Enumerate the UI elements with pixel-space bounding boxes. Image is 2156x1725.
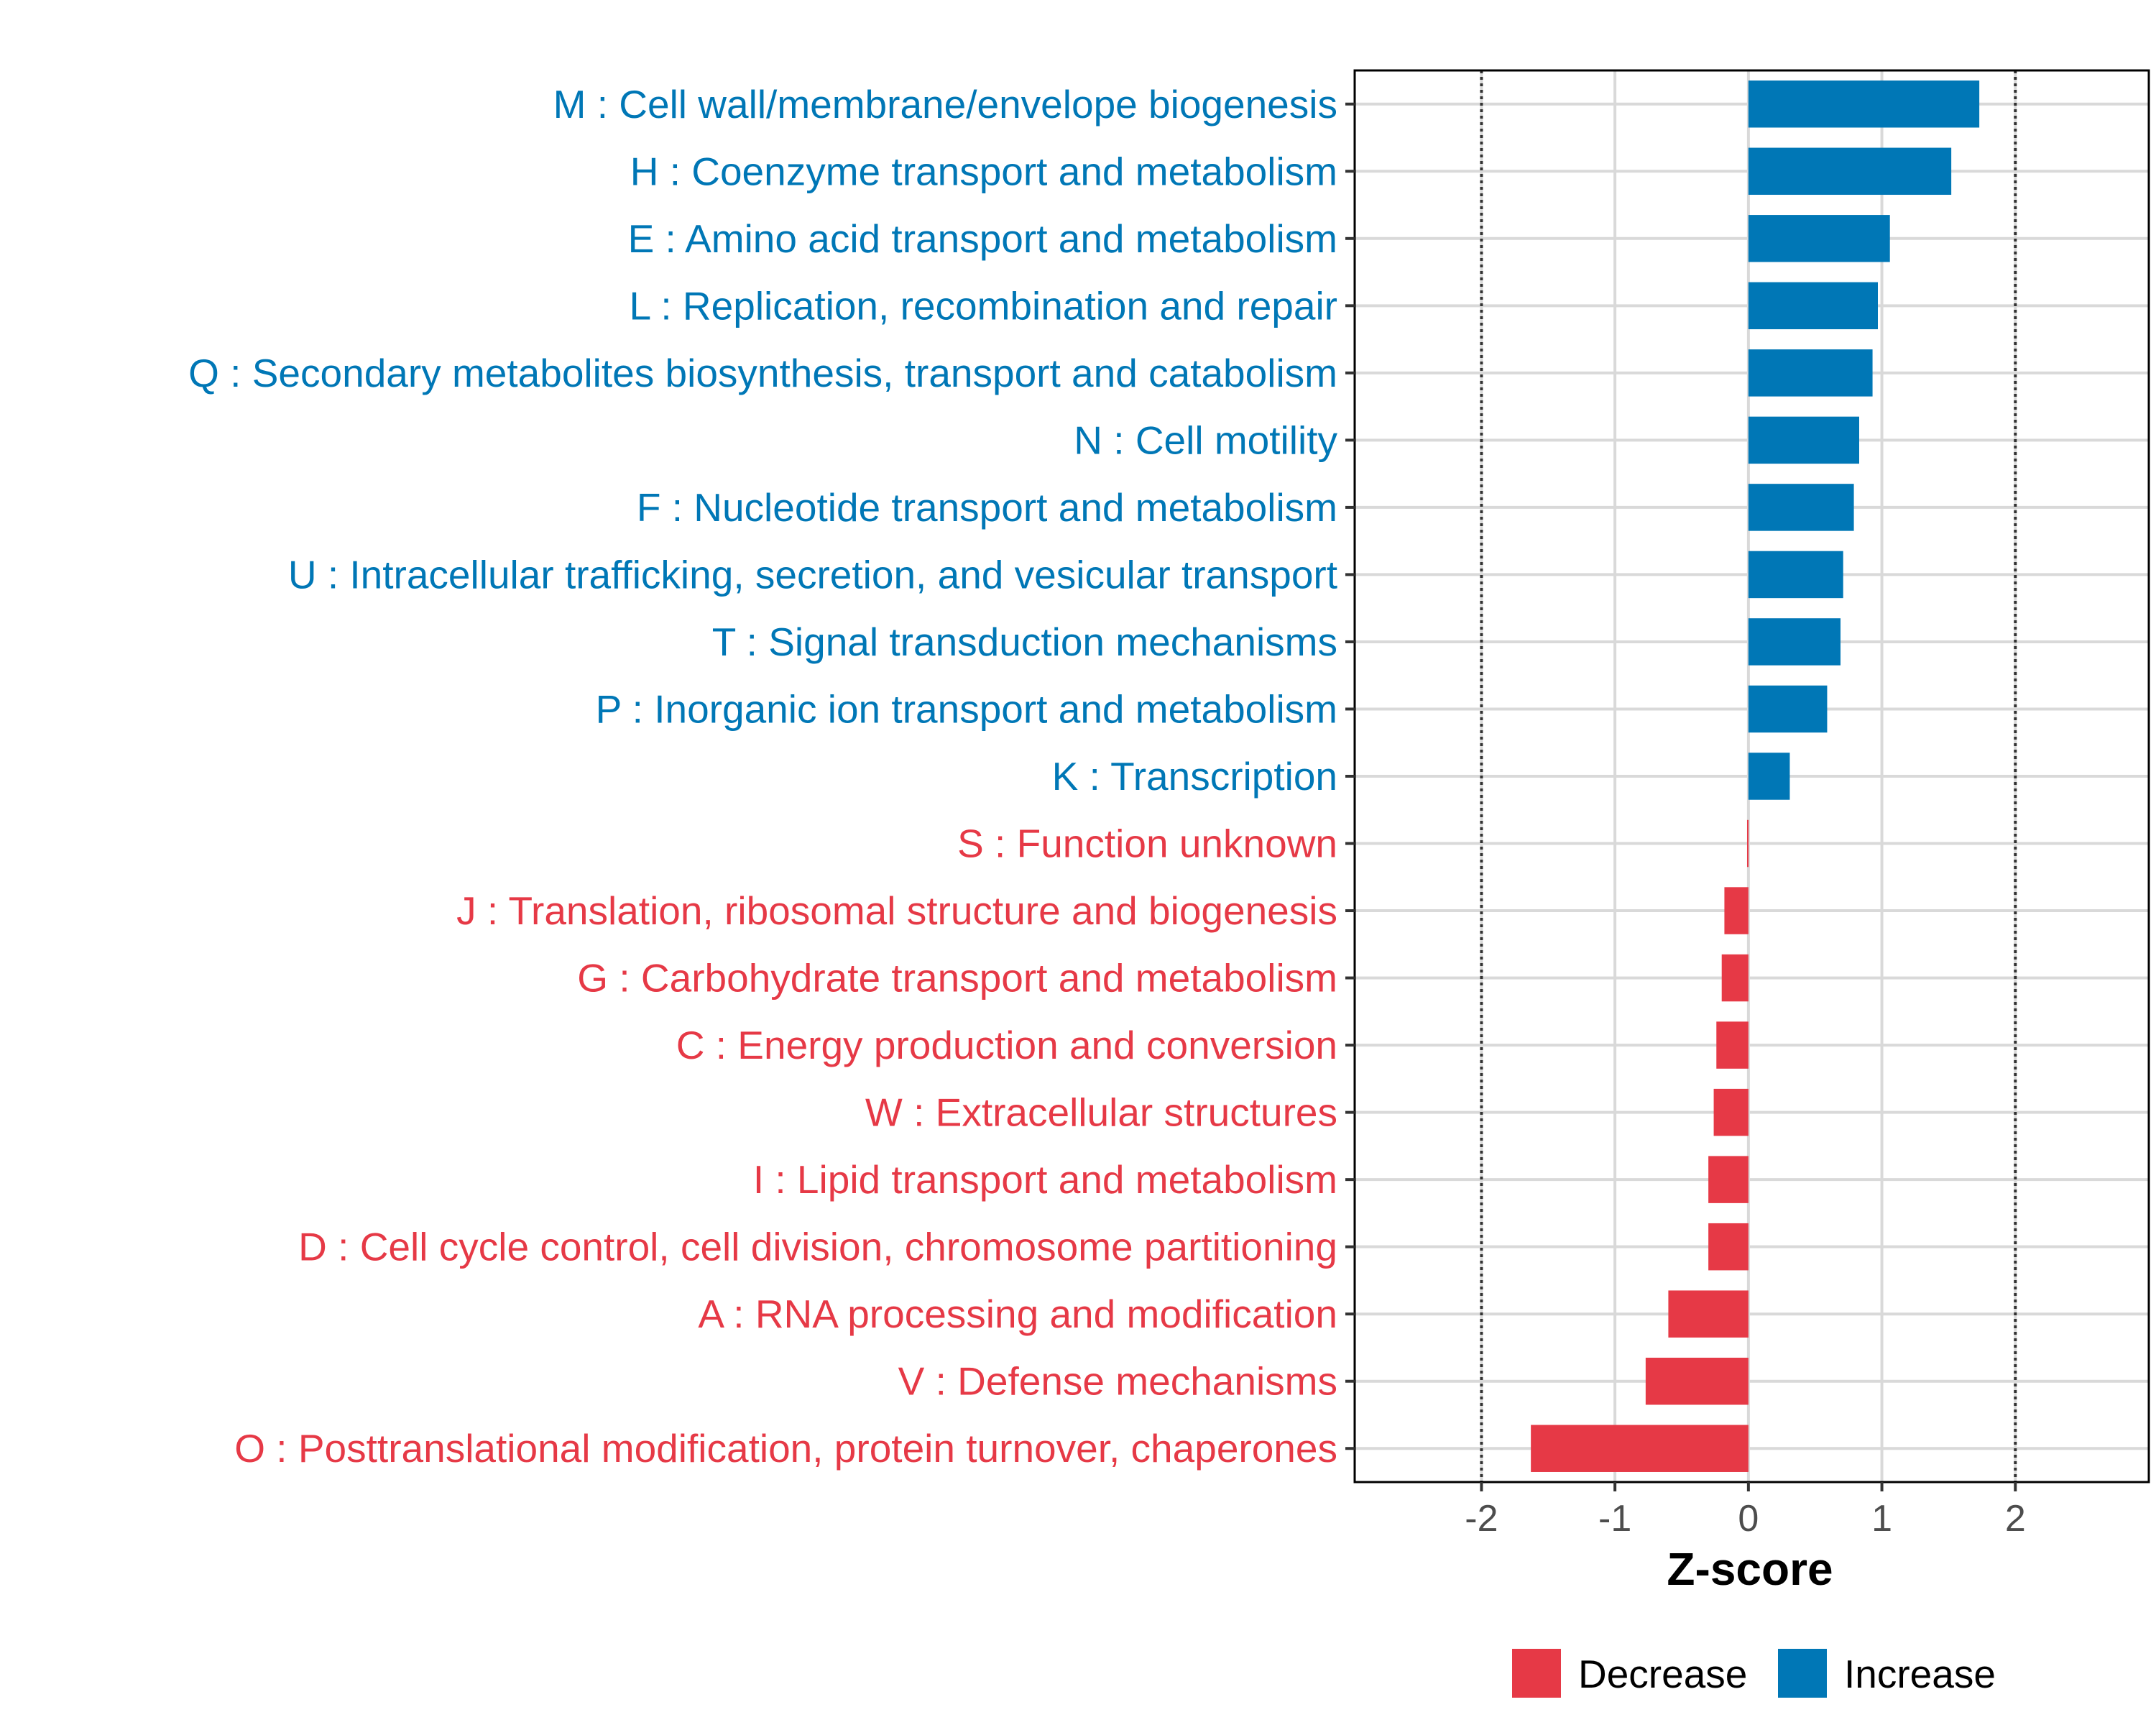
y-tick-label: V : Defense mechanisms: [898, 1359, 1337, 1404]
y-tick-label: T : Signal transduction mechanisms: [712, 620, 1337, 664]
x-tick-label: 1: [1871, 1498, 1892, 1540]
x-axis-ticks: [1480, 1482, 2017, 1491]
bar: [1748, 685, 1828, 733]
bar: [1713, 1088, 1749, 1136]
legend-label: Increase: [1844, 1652, 1996, 1696]
bar: [1748, 551, 1843, 599]
bar: [1748, 618, 1841, 666]
bar: [1748, 416, 1859, 464]
bar: [1748, 215, 1890, 262]
bar: [1748, 753, 1790, 800]
y-tick-label: L : Replication, recombination and repai…: [630, 283, 1337, 328]
y-tick-label: U : Intracellular trafficking, secretion…: [288, 552, 1337, 597]
legend: Decrease Increase: [1512, 1649, 1996, 1698]
reference-lines: [1480, 70, 2017, 1482]
y-tick-label: O : Posttranslational modification, prot…: [234, 1426, 1337, 1471]
y-tick-label: G : Carbohydrate transport and metabolis…: [577, 956, 1337, 1000]
y-tick-label: H : Coenzyme transport and metabolism: [630, 149, 1337, 193]
bar: [1668, 1290, 1749, 1338]
bar: [1645, 1357, 1749, 1405]
y-tick-label: S : Function unknown: [957, 822, 1337, 866]
bar: [1716, 1021, 1749, 1069]
legend-key: [1778, 1649, 1827, 1698]
y-tick-label: D : Cell cycle control, cell division, c…: [298, 1225, 1337, 1269]
y-tick-label: A : RNA processing and modification: [698, 1292, 1337, 1336]
y-tick-label: Q : Secondary metabolites biosynthesis, …: [188, 351, 1337, 395]
y-tick-label: C : Energy production and conversion: [676, 1023, 1337, 1067]
legend-key: [1512, 1649, 1561, 1698]
x-tick-label: 2: [2005, 1498, 2026, 1540]
y-tick-label: W : Extracellular structures: [865, 1090, 1337, 1135]
bar: [1708, 1223, 1749, 1271]
y-tick-label: K : Transcription: [1052, 754, 1337, 799]
bar: [1721, 954, 1749, 1002]
y-tick-label: N : Cell motility: [1074, 418, 1337, 462]
bar: [1531, 1425, 1749, 1472]
y-tick-label: F : Nucleotide transport and metabolism: [637, 485, 1337, 530]
y-tick-label: M : Cell wall/membrane/envelope biogenes…: [553, 82, 1337, 126]
y-tick-label: I : Lipid transport and metabolism: [753, 1157, 1337, 1202]
y-axis-ticks: [1345, 102, 1355, 1450]
y-tick-label: J : Translation, ribosomal structure and…: [456, 888, 1337, 933]
bar: [1748, 282, 1878, 330]
bar: [1747, 819, 1749, 868]
x-axis-tick-labels: -2 -1 0 1 2: [1465, 1498, 2025, 1540]
x-tick-label: -1: [1598, 1498, 1631, 1540]
bar: [1748, 349, 1873, 397]
x-axis-title: Z-score: [1667, 1543, 1833, 1595]
bars: [1531, 80, 1980, 1472]
bar: [1724, 887, 1749, 934]
y-tick-label: E : Amino acid transport and metabolism: [628, 216, 1337, 261]
bar: [1748, 80, 1980, 128]
x-tick-label: -2: [1465, 1498, 1498, 1540]
legend-label: Decrease: [1578, 1652, 1747, 1696]
bar: [1748, 484, 1854, 531]
bar: [1748, 147, 1952, 196]
y-axis-labels: M : Cell wall/membrane/envelope biogenes…: [188, 82, 1337, 1471]
bar: [1708, 1156, 1749, 1203]
y-tick-label: P : Inorganic ion transport and metaboli…: [596, 686, 1337, 731]
x-tick-label: 0: [1738, 1498, 1759, 1540]
